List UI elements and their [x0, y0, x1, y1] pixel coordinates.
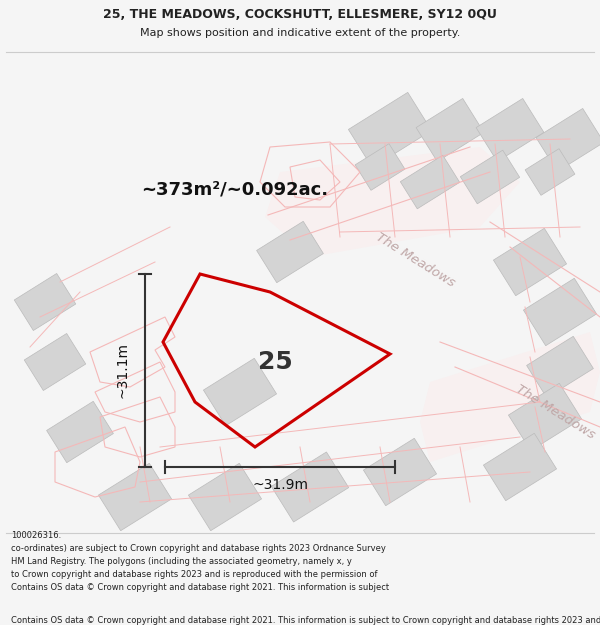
- Text: ~373m²/~0.092ac.: ~373m²/~0.092ac.: [142, 181, 329, 199]
- Polygon shape: [400, 155, 460, 209]
- Polygon shape: [271, 452, 349, 522]
- Polygon shape: [493, 228, 566, 296]
- Text: Contains OS data © Crown copyright and database right 2021. This information is : Contains OS data © Crown copyright and d…: [11, 616, 600, 625]
- Text: Contains OS data © Crown copyright and database right 2021. This information is : Contains OS data © Crown copyright and d…: [11, 583, 389, 592]
- Text: ~31.9m: ~31.9m: [252, 478, 308, 492]
- Polygon shape: [527, 336, 593, 398]
- Polygon shape: [203, 358, 277, 426]
- Polygon shape: [525, 149, 575, 196]
- Polygon shape: [523, 278, 596, 346]
- Text: HM Land Registry. The polygons (including the associated geometry, namely x, y: HM Land Registry. The polygons (includin…: [11, 557, 352, 566]
- Polygon shape: [14, 274, 76, 331]
- Polygon shape: [364, 438, 437, 506]
- Polygon shape: [355, 144, 405, 191]
- Polygon shape: [98, 463, 172, 531]
- Polygon shape: [476, 99, 544, 161]
- Polygon shape: [349, 92, 431, 168]
- Polygon shape: [265, 147, 520, 257]
- Polygon shape: [188, 463, 262, 531]
- Text: The Meadows: The Meadows: [373, 231, 457, 289]
- Polygon shape: [257, 221, 323, 282]
- Text: The Meadows: The Meadows: [513, 382, 597, 441]
- Text: 25: 25: [258, 350, 293, 374]
- Text: 25, THE MEADOWS, COCKSHUTT, ELLESMERE, SY12 0QU: 25, THE MEADOWS, COCKSHUTT, ELLESMERE, S…: [103, 9, 497, 21]
- Polygon shape: [508, 383, 581, 451]
- Polygon shape: [484, 433, 557, 501]
- Text: 100026316.: 100026316.: [11, 531, 61, 540]
- Polygon shape: [47, 401, 113, 462]
- Polygon shape: [416, 99, 484, 161]
- Polygon shape: [460, 150, 520, 204]
- Text: ~31.1m: ~31.1m: [116, 342, 130, 399]
- Polygon shape: [536, 109, 600, 171]
- Text: to Crown copyright and database rights 2023 and is reproduced with the permissio: to Crown copyright and database rights 2…: [11, 570, 377, 579]
- Polygon shape: [420, 332, 600, 462]
- Text: co-ordinates) are subject to Crown copyright and database rights 2023 Ordnance S: co-ordinates) are subject to Crown copyr…: [11, 544, 386, 553]
- Polygon shape: [24, 334, 86, 391]
- Text: Map shows position and indicative extent of the property.: Map shows position and indicative extent…: [140, 28, 460, 38]
